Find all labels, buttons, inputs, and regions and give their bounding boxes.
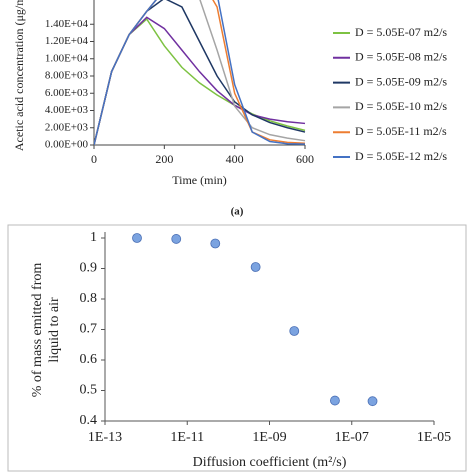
series-line [94,16,306,146]
data-point [250,262,261,272]
data-point [330,395,340,406]
y-tick-label: 1.00E+04 [45,52,89,64]
legend-label: D = 5.05E-12 m2/s [355,149,447,163]
data-point [132,233,142,243]
legend-label: D = 5.05E-10 m2/s [355,99,447,113]
x-tick-label: 0 [91,152,97,166]
legend-label: D = 5.05E-07 m2/s [355,25,447,39]
x-tick-label: 400 [226,152,244,166]
legend-label: D = 5.05E-08 m2/s [355,50,447,64]
x-tick-label: 1E-05 [417,430,451,445]
y-tick-label: 1 [90,230,97,245]
y-tick-label: 0.4 [80,413,98,428]
y-tick-label: 4.00E+03 [45,104,89,116]
x-tick-label: 1E-07 [335,430,369,445]
y-tick-label: 1.20E+04 [45,35,89,47]
plot-area [94,0,306,146]
y-tick-label: 6.00E+03 [45,87,89,99]
x-axis-label: Diffusion coefficient (m²/s) [193,455,347,470]
data-point [171,234,182,244]
data-point [367,396,378,407]
y-tick-label: 0.7 [80,322,98,337]
series-line [94,17,306,146]
legend-label: D = 5.05E-11 m2/s [355,124,447,138]
x-tick-label: 1E-11 [170,430,204,445]
y-axis-label: Acetic acid concentration (μg/m³) [12,0,26,151]
y-tick-label: 8.00E+03 [45,70,89,82]
series-line [94,0,306,146]
x-tick-label: 1E-09 [252,430,286,445]
x-tick-label: 200 [155,152,173,166]
legend-label: D = 5.05E-09 m2/s [355,74,447,88]
y-tick-label: 0.6 [80,352,98,367]
x-tick-label: 1E-13 [88,430,122,445]
y-tick-label: 0.9 [80,261,98,276]
data-point [289,326,300,336]
caption: (a) [231,206,244,218]
x-tick-label: 600 [296,152,314,166]
y-tick-label: 1.40E+04 [45,18,89,30]
y-tick-label: 0.00E+00 [45,139,89,151]
y-axis-label: liquid to air [47,297,62,363]
chart-frame [7,224,467,472]
x-axis-label: Time (min) [172,173,227,187]
y-tick-label: 0.5 [80,383,98,398]
y-tick-label: 0.8 [80,291,98,306]
y-axis-label: % of mass emitted from [30,263,45,398]
data-point [210,238,221,249]
y-tick-label: 2.00E+03 [45,121,89,133]
